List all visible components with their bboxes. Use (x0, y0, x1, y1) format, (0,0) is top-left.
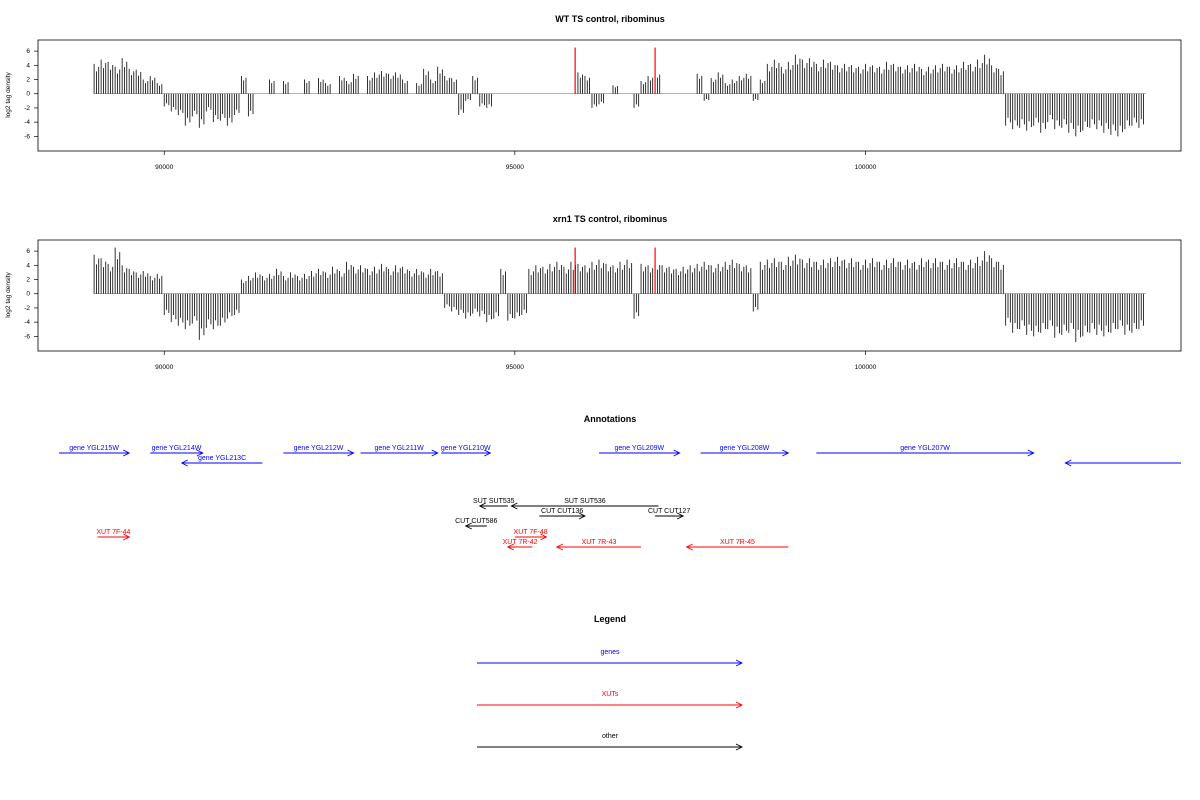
xrn1-track-y-axis: -6 -4 -2 0 2 4 6 (24, 248, 38, 340)
annotation-label: gene YGL210W (441, 445, 491, 452)
annotation-arrow-head (464, 522, 472, 530)
wt-xtick-label: 90000 (155, 164, 173, 171)
annotation-label: SUT SUT535 (473, 498, 515, 505)
annotation-label: SUT SUT536 (564, 498, 606, 505)
annotation-arrow-head (180, 459, 188, 467)
wt-ytick-label: -2 (24, 105, 30, 112)
annotation-arrow-head (782, 449, 790, 457)
wt-track-x-axis: 90000 95000 100000 (155, 151, 877, 171)
annotation-arrow-head (685, 543, 693, 551)
annotation-arrow-head (431, 449, 439, 457)
wt-ytick-label: 6 (26, 48, 30, 55)
wt-ytick-label: 2 (26, 77, 30, 84)
annotation-arrow-head (347, 449, 355, 457)
legend-arrow-head (735, 659, 744, 667)
legend-panel: Legend genes XUTs other (477, 614, 744, 751)
annotation-label: gene YGL207W (900, 445, 950, 452)
wt-ytick-label: 0 (26, 91, 30, 98)
annotation-label: XUT 7F-44 (96, 529, 130, 536)
annotation-label: gene YGL209W (614, 445, 664, 452)
annotation-arrow-head (578, 512, 586, 520)
annotation-features: gene YGL215W gene YGL214W gene YGL213C gene… (59, 445, 1181, 551)
xrn1-ytick-label: 2 (26, 277, 30, 284)
wt-track-title: WT TS control, ribominus (555, 14, 665, 24)
annotation-label: CUT CUT136 (541, 508, 583, 515)
legend-title: Legend (594, 614, 626, 624)
legend-arrow-head (735, 743, 744, 751)
xrn1-ytick-label: 6 (26, 248, 30, 255)
xrn1-xtick-label: 90000 (155, 364, 173, 371)
xrn1-xtick-label: 95000 (506, 364, 524, 371)
wt-track-ylabel: log2 tag density (5, 71, 12, 117)
xrn1-ytick-label: 4 (26, 262, 30, 269)
annotation-label: XUT 7R-43 (582, 539, 617, 546)
xrn1-track-title: xrn1 TS control, ribominus (553, 214, 668, 224)
annotation-label: gene YGL214W (152, 445, 202, 452)
legend-arrow-head (735, 701, 744, 709)
annotation-label: XUT 7R-42 (503, 539, 538, 546)
xrn1-track-markers (574, 247, 656, 294)
legend-label: XUTs (602, 691, 619, 698)
annotation-label: gene YGL212W (294, 445, 344, 452)
annotations-panel: Annotations gene YGL215W gene YGL214Wgene… (59, 414, 1181, 551)
annotation-arrow-head (122, 449, 131, 457)
wt-track-bars (93, 54, 1146, 137)
wt-track-plot-area (37, 39, 1182, 152)
annotation-arrow-head (1027, 449, 1035, 457)
wt-ytick-label: 4 (26, 62, 30, 69)
xrn1-ytick-label: -4 (24, 319, 30, 326)
xrn1-track-plot-area (37, 239, 1182, 352)
annotation-arrow-head (540, 533, 548, 541)
annotation-arrow-head (478, 502, 486, 510)
annotation-label: CUT CUT127 (648, 508, 690, 515)
annotation-label: gene YGL215W (69, 445, 119, 452)
legend-label: genes (600, 649, 620, 656)
annotation-arrow-head (510, 502, 518, 510)
annotation-arrow-head (1064, 459, 1072, 467)
annotation-arrow-head (484, 449, 492, 457)
wt-ytick-label: -4 (24, 119, 30, 126)
annotation-label: XUT 7R-45 (720, 539, 755, 546)
annotation-arrow-head (673, 449, 681, 457)
annotation-label: gene YGL208W (720, 445, 770, 452)
wt-xtick-label: 100000 (855, 164, 877, 171)
annotation-arrow-head (122, 533, 131, 541)
legend-label: other (602, 733, 619, 740)
wt-track-y-axis: -6 -4 -2 0 2 4 6 (24, 48, 38, 140)
annotation-label: CUT CUT586 (455, 518, 497, 525)
xrn1-ytick-label: 0 (26, 291, 30, 298)
wt-ytick-label: -6 (24, 133, 30, 140)
annotation-label: gene YGL211W (375, 445, 425, 452)
wt-track-markers (574, 47, 656, 94)
xrn1-ytick-label: -2 (24, 305, 30, 312)
annotation-label: gene YGL213C (198, 455, 246, 462)
xrn1-ytick-label: -6 (24, 333, 30, 340)
wt-xtick-label: 95000 (506, 164, 524, 171)
xrn1-track-x-axis: 90000 95000 100000 (155, 351, 877, 371)
annotation-arrow-head (506, 543, 515, 551)
xrn1-track-bars (93, 247, 1146, 343)
annotations-title: Annotations (584, 414, 637, 424)
annotation-label: XUT 7F-48 (514, 529, 548, 536)
xrn1-track-ylabel: log2 tag density (5, 271, 12, 317)
legend-items: genes XUTs other (477, 649, 744, 751)
xrn1-xtick-label: 100000 (855, 364, 877, 371)
xrn1-track-panel: xrn1 TS control, ribominus log2 tag dens… (5, 214, 1182, 371)
annotation-arrow-head (676, 512, 685, 520)
wt-track-panel: WT TS control, ribominus log2 tag densit… (5, 14, 1182, 171)
annotation-arrow-head (555, 543, 564, 551)
annotation-arrow-head (196, 449, 204, 457)
